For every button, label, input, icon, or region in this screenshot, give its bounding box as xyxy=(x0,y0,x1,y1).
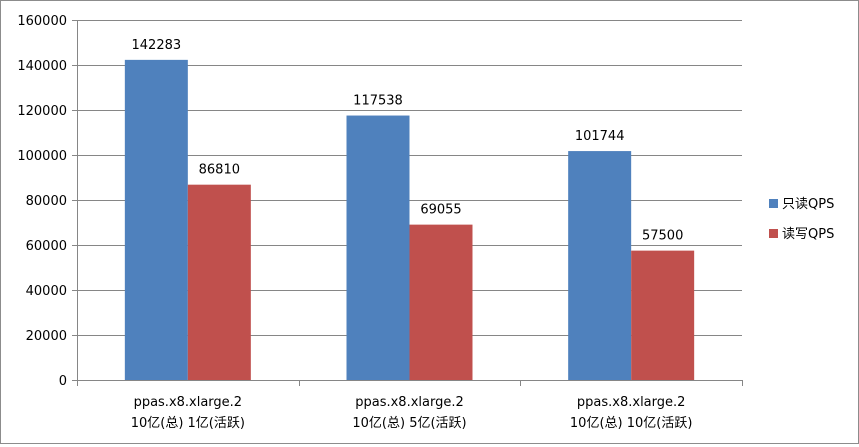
y-tick-label-40000: 40000 xyxy=(26,284,67,299)
legend: 只读QPS 读写QPS xyxy=(769,197,834,242)
legend-swatch-0 xyxy=(769,199,778,208)
bar-s0-c1 xyxy=(346,115,410,381)
bars xyxy=(124,59,695,381)
bar-s0-c2 xyxy=(568,151,632,380)
y-tick-label-100000: 100000 xyxy=(17,149,67,164)
data-label-s1-c0: 86810 xyxy=(199,163,240,178)
y-tick-label-140000: 140000 xyxy=(17,59,67,74)
y-tick-label-60000: 60000 xyxy=(26,239,67,254)
legend-label-0: 只读QPS xyxy=(782,197,834,212)
y-tick-label-20000: 20000 xyxy=(26,329,67,344)
legend-swatch-1 xyxy=(769,229,778,238)
y-tick-label-80000: 80000 xyxy=(26,194,67,209)
data-label-s0-c2: 101744 xyxy=(575,129,625,144)
axes: 0 20000 40000 60000 80000 100000 120000 140000 1… xyxy=(17,14,743,431)
x-category-label-2-line-1: 10亿(总) 10亿(活跃) xyxy=(570,416,693,431)
data-label-s0-c0: 142283 xyxy=(132,38,182,53)
data-label-s0-c1: 117538 xyxy=(353,94,403,109)
bar-s1-c1 xyxy=(409,224,473,380)
data-label-s1-c2: 57500 xyxy=(642,229,683,244)
x-category-label-2-line-0: ppas.x8.xlarge.2 xyxy=(577,395,686,410)
x-category-label-0-line-0: ppas.x8.xlarge.2 xyxy=(134,395,243,410)
bar-s1-c2 xyxy=(631,250,695,380)
y-tick-label-160000: 160000 xyxy=(17,14,67,29)
legend-label-1: 读写QPS xyxy=(782,227,834,242)
x-category-label-1-line-1: 10亿(总) 5亿(活跃) xyxy=(352,416,466,431)
x-category-label-1-line-0: ppas.x8.xlarge.2 xyxy=(355,395,464,410)
y-tick-label-0: 0 xyxy=(59,374,67,389)
bar-s0-c0 xyxy=(124,59,188,380)
y-tick-label-120000: 120000 xyxy=(17,104,67,119)
x-category-label-0-line-1: 10亿(总) 1亿(活跃) xyxy=(131,416,245,431)
data-labels: 142283 117538 101744 86810 69055 57500 xyxy=(132,38,684,244)
data-label-s1-c1: 69055 xyxy=(420,203,461,218)
bar-s1-c0 xyxy=(187,184,251,380)
